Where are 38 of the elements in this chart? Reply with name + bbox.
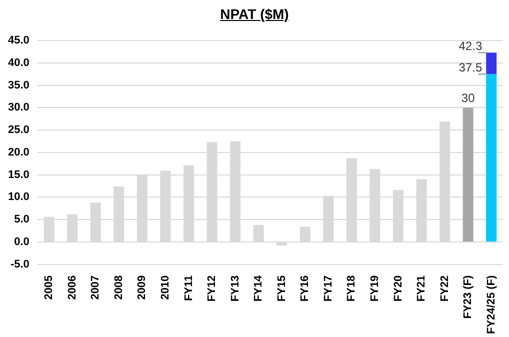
data-label: 37.5: [458, 60, 482, 74]
x-tick-label: FY15: [276, 275, 288, 302]
x-tick-label: 2006: [66, 275, 78, 300]
x-tick-label: FY14: [252, 274, 265, 302]
x-tick-label: FY19: [368, 275, 381, 302]
y-tick-label: 0.0: [14, 236, 30, 248]
y-tick-label: 5.0: [14, 214, 30, 226]
y-tick-label: 10.0: [8, 191, 30, 204]
y-tick-label: 45.0: [8, 34, 30, 47]
y-tick-label: -5.0: [10, 258, 30, 270]
y-tick-label: 25.0: [8, 124, 30, 136]
x-tick-label: 2009: [136, 275, 148, 300]
bar: [462, 108, 474, 242]
y-tick-label: 35.0: [8, 79, 30, 92]
bar: [486, 52, 497, 74]
x-tick-label: FY18: [346, 275, 358, 302]
x-tick-label: FY12: [206, 275, 218, 302]
x-tick-label: FY17: [322, 275, 334, 302]
y-tick-label: 20.0: [8, 146, 30, 158]
y-tick-label: 15.0: [8, 168, 30, 181]
x-tick-label: FY16: [299, 275, 312, 302]
x-tick-label: FY21: [416, 275, 428, 302]
y-tick-label: 40.0: [8, 57, 30, 70]
y-tick-label: 30.0: [8, 102, 30, 114]
x-tick-label: 2010: [159, 275, 172, 300]
x-tick-label: FY13: [229, 275, 242, 302]
x-tick-label: FY22: [438, 275, 451, 302]
x-tick-label: 2005: [43, 275, 56, 300]
x-tick-label: 2007: [90, 275, 102, 300]
x-tick-label: FY24/25 (F): [485, 274, 498, 334]
data-label: 30: [461, 91, 476, 106]
chart-title: NPAT ($M): [219, 5, 290, 24]
x-tick-label: FY23 (F): [462, 274, 474, 319]
x-tick-label: 2008: [112, 275, 125, 300]
bar: [486, 74, 497, 242]
total-label: 42.3: [458, 38, 482, 53]
x-tick-label: FY20: [392, 275, 404, 302]
x-tick-label: FY11: [182, 275, 195, 302]
